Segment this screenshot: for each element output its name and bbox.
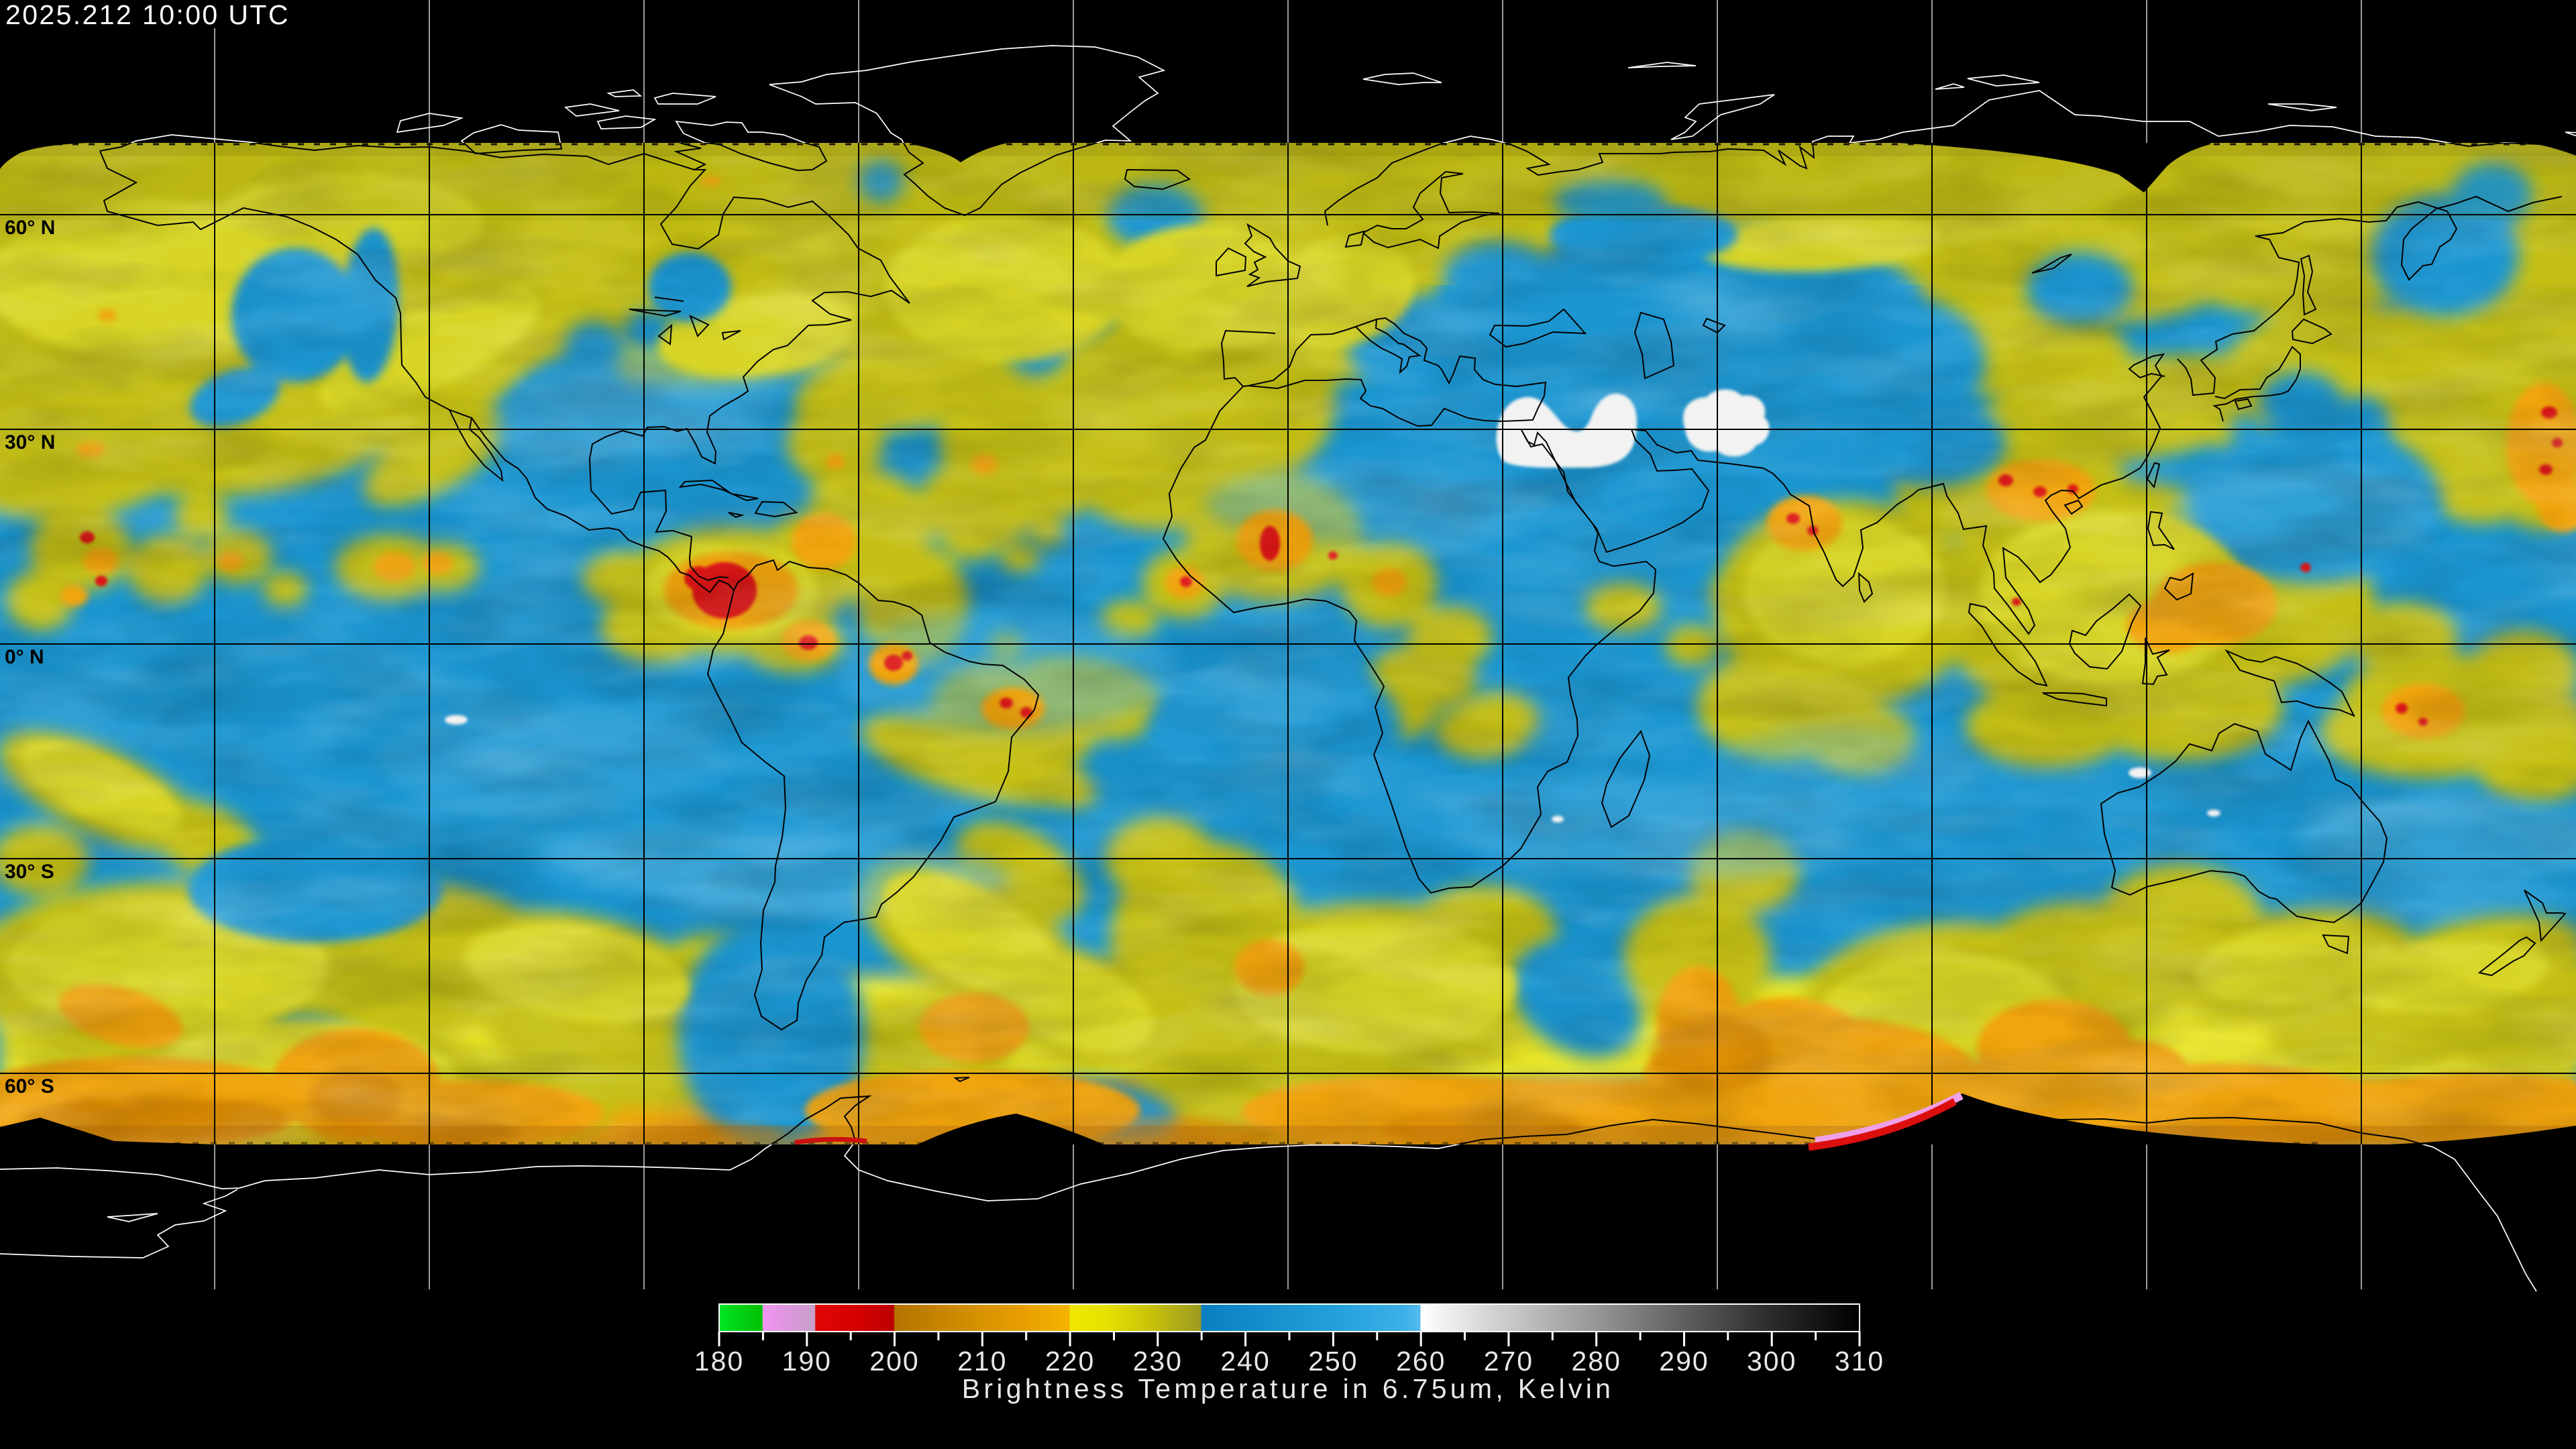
svg-text:0° N: 0° N: [5, 646, 44, 668]
svg-text:250: 250: [1308, 1346, 1358, 1377]
svg-text:2025.212 10:00 UTC: 2025.212 10:00 UTC: [5, 0, 290, 30]
svg-text:290: 290: [1659, 1346, 1709, 1377]
svg-text:270: 270: [1484, 1346, 1534, 1377]
svg-text:60° N: 60° N: [5, 217, 55, 239]
svg-text:220: 220: [1045, 1346, 1095, 1377]
svg-text:190: 190: [782, 1346, 832, 1377]
svg-text:60° S: 60° S: [5, 1075, 54, 1097]
svg-text:30° N: 30° N: [5, 431, 55, 453]
svg-text:310: 310: [1835, 1346, 1884, 1377]
svg-text:200: 200: [869, 1346, 919, 1377]
svg-text:Brightness Temperature in 6.75: Brightness Temperature in 6.75um, Kelvin: [962, 1373, 1614, 1404]
svg-text:230: 230: [1133, 1346, 1183, 1377]
svg-text:260: 260: [1396, 1346, 1446, 1377]
svg-text:300: 300: [1747, 1346, 1796, 1377]
svg-text:240: 240: [1220, 1346, 1270, 1377]
svg-text:280: 280: [1571, 1346, 1621, 1377]
svg-text:30° S: 30° S: [5, 861, 54, 883]
svg-text:180: 180: [694, 1346, 744, 1377]
svg-text:210: 210: [957, 1346, 1007, 1377]
